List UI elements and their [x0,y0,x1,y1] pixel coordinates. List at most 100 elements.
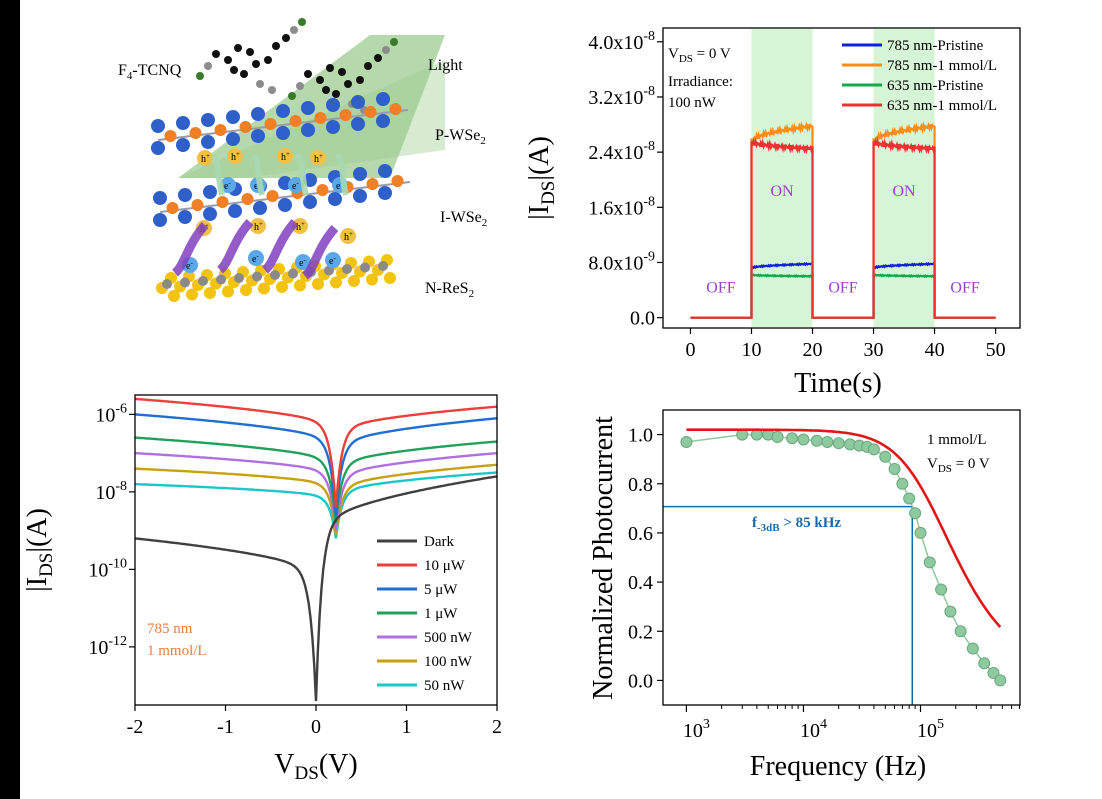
x-tick-label: 10 [741,339,761,361]
pwse2-metal [164,130,177,142]
pwse2-atom [151,119,165,133]
legend-label: 50 nW [424,678,465,694]
legend-label: 5 μW [424,582,458,598]
f4tcnq-label: F4-TCNQ [118,62,182,82]
fit-curve [686,428,1002,628]
res2-sulfur [366,273,378,286]
molecule-atom [272,42,280,50]
iwse2-atom [278,198,292,212]
state-label: OFF [950,280,979,297]
x-tick-label: 50 [986,339,1006,361]
measured-point [935,583,948,596]
molecule-atom [344,80,352,88]
x-tick-label: 0 [685,339,695,361]
y-axis-title: |IDS|(A) [22,508,57,592]
irradiance-value: 100 nW [668,95,717,111]
iwse2-atom [178,210,192,224]
measured-point [680,435,693,448]
iwse2-metal [391,175,404,187]
molecule-atom [356,76,364,84]
electron-label: e- [224,179,231,192]
hole-transfer-arrow [251,153,265,196]
y-tick-label: 3.2x10-8 [588,84,655,109]
y-axis-ticks: 0.0 8.0x10-9 1.6x10-8 2.4x10-8 3.2x10-8 4.0x1… [588,29,663,330]
res2-rhenium [216,274,226,285]
measured-point [879,450,892,463]
pwse2-metal [389,103,402,115]
pwse2-atom [351,95,365,109]
legend: Dark 10 μW 5 μW 1 μW 500 nW 100 nW 50 nW [377,534,473,694]
hole-transfer-arrow [295,153,309,196]
res2-rhenium [252,271,262,282]
iv-series-line [134,451,498,531]
iwse2-atom [253,201,267,215]
iwse2-label: I-WSe2 [440,209,487,229]
iv-series-line [134,471,498,539]
y-axis-ticks: 0.0 0.2 0.4 0.6 0.8 1.0 [628,425,663,692]
molecule-atom [224,56,232,64]
hole-marker [250,218,266,234]
fit-line [686,428,1002,628]
electron-label: e- [186,259,193,272]
res2-rhenium [234,273,244,283]
measured-point [888,463,901,475]
iwse2-atom [228,204,242,218]
electron-marker [295,254,311,270]
x-tick-label: 40 [925,339,945,361]
hole-label: h+ [201,152,210,165]
electron-label: e- [292,179,299,192]
iwse2-atom [203,185,217,199]
iv-series-line [134,475,498,702]
res2-sulfur [312,278,324,290]
measured-point [832,437,845,450]
pwse2-atom [251,129,265,143]
legend-label: 1 μW [424,606,458,622]
pwse2-atom [301,101,315,115]
state-label: ON [770,183,794,200]
x-axis-title: Time(s) [794,368,882,399]
state-label: ON [892,183,916,200]
on-off-labels: OFF ON OFF ON OFF [706,183,980,297]
concentration-annotation: 1 mmol/L [147,643,207,659]
y-tick-label: 10-12 [88,634,127,659]
res2-sulfur [294,279,306,292]
hole-label: h+ [281,150,290,163]
iwse2-metal [366,178,379,190]
legend-label: Dark [424,534,454,550]
y-tick-label: 0.0 [628,670,653,692]
on-period-shading [751,29,935,327]
x-tick-label: 20 [803,339,823,361]
electron-transfer-arrow [301,224,339,280]
electron-label: e- [252,252,259,265]
hole-label: h+ [344,230,353,243]
hole-label: h+ [314,152,323,165]
molecule-fluorine [390,38,398,46]
x-tick-label: -2 [127,716,144,738]
light-label: Light [428,57,463,74]
y-tick-label: 0.4 [628,572,653,594]
measured-point [994,674,1007,687]
pwse2-atom [226,110,240,124]
measured-point [821,435,834,448]
molecule-atom [246,48,254,56]
pwse2-metal [214,124,227,136]
concentration-annotation: 1 mmol/L [927,432,987,448]
iwse2-metal [241,193,254,205]
iwse2-atom [153,213,167,227]
y-tick-label: 0.0 [630,308,655,330]
x-tick-label: 105 [917,717,944,742]
legend-label: 785 nm-Pristine [887,38,984,54]
pwse2-atom [176,116,190,130]
molecule-atom [322,86,330,94]
res2-sulfur [204,287,216,299]
pwse2-metal [289,115,302,127]
molecule-atom [290,26,298,34]
measured-points [680,428,1007,687]
pwse2-atom [276,126,290,140]
hole-marker [277,148,293,164]
molecule-atom [332,90,340,98]
res2-rhenium [270,270,280,280]
x-axis-ticks: 0 10 20 30 40 50 [685,328,1006,361]
iwse2-metal [216,196,229,208]
